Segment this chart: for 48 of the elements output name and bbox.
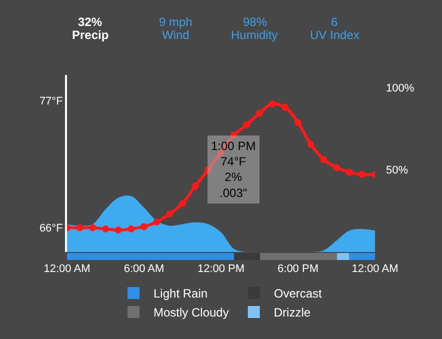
x-tick-label: 12:00 AM — [352, 263, 398, 275]
point — [333, 164, 340, 172]
point — [294, 118, 302, 126]
point — [102, 225, 109, 232]
bar — [67, 252, 234, 260]
point — [268, 100, 276, 108]
point — [320, 156, 328, 163]
bar — [260, 252, 337, 260]
point — [204, 166, 212, 174]
bar — [234, 252, 260, 260]
point — [140, 223, 148, 230]
x-tick-label: 12:00 AM — [44, 263, 90, 275]
point — [179, 200, 186, 207]
x-tick-label: 12:00 PM — [197, 263, 245, 275]
y-tick-label: 77°F — [39, 95, 64, 108]
y2-tick-label: 100% — [386, 82, 414, 94]
point — [153, 218, 160, 226]
point — [256, 110, 263, 117]
text: Wind — [162, 28, 190, 42]
y2-tick-label: 50% — [386, 164, 408, 177]
point — [76, 224, 84, 232]
legend-label: Drizzle — [274, 306, 311, 320]
point — [282, 104, 289, 111]
point — [230, 132, 238, 139]
point — [358, 171, 366, 178]
point — [89, 224, 96, 232]
legend-label: Light Rain — [154, 286, 208, 301]
point — [114, 226, 122, 234]
legend-label: Overcast — [274, 286, 323, 301]
point — [192, 182, 199, 190]
x-tick-label: 6:00 AM — [124, 263, 164, 275]
text: 9 mph — [159, 15, 192, 29]
text: UV Index — [310, 28, 360, 42]
legend-label: Mostly Cloudy — [154, 306, 229, 320]
point — [166, 210, 174, 218]
text: Humidity — [231, 28, 278, 42]
bar — [337, 252, 349, 260]
point — [346, 168, 353, 176]
point — [243, 121, 250, 128]
text: 32% — [78, 15, 102, 29]
text: 98% — [243, 15, 268, 29]
x-tick-label: 6:00 PM — [278, 263, 318, 275]
point — [307, 140, 314, 148]
text: 6 — [331, 15, 338, 29]
text: Precip — [72, 28, 109, 42]
bar — [349, 252, 375, 260]
point — [128, 225, 135, 232]
y-tick-label: 66°F — [39, 222, 64, 235]
